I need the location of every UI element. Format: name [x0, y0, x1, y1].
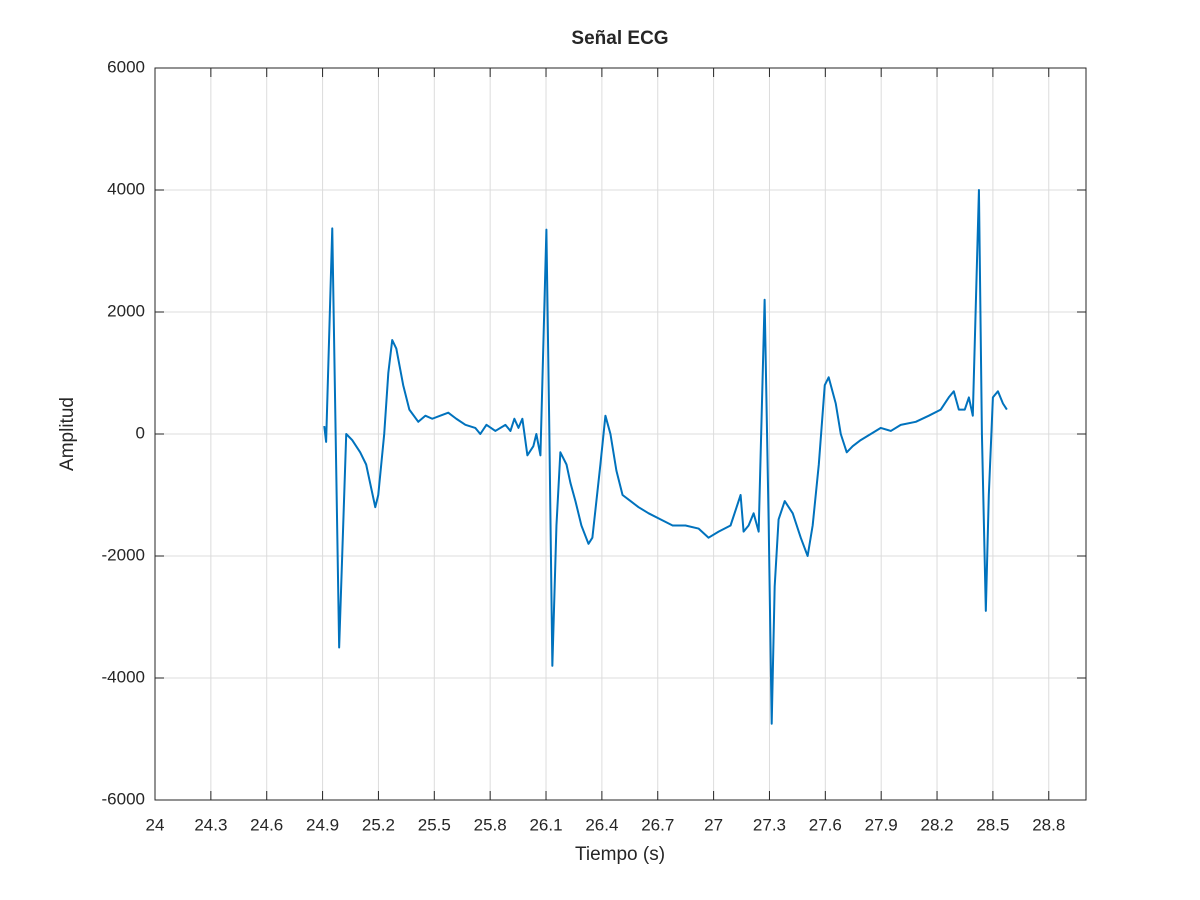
- y-tick-label: 2000: [107, 301, 145, 320]
- axes-box: [154, 67, 1087, 801]
- data-line: [323, 189, 1008, 725]
- x-tick-label: 27: [704, 815, 723, 834]
- x-tick-label: 28.5: [976, 815, 1009, 834]
- x-tick-label: 27.9: [865, 815, 898, 834]
- x-tick-label: 28.8: [1032, 815, 1065, 834]
- x-tick-label: 27.3: [753, 815, 786, 834]
- y-tick-label: 6000: [107, 57, 145, 76]
- x-tick-label: 28.2: [920, 815, 953, 834]
- y-tick-label: -6000: [102, 789, 145, 808]
- x-tick-label: 26.4: [585, 815, 618, 834]
- x-tick-label: 27.6: [809, 815, 842, 834]
- x-tick-label: 24.6: [250, 815, 283, 834]
- x-tick-label: 24.9: [306, 815, 339, 834]
- x-tick-label: 26.7: [641, 815, 674, 834]
- x-tick-label: 24: [146, 815, 165, 834]
- x-tick-label: 25.8: [474, 815, 507, 834]
- x-tick-label: 26.1: [529, 815, 562, 834]
- y-tick-label: -2000: [102, 545, 145, 564]
- chart-title: Señal ECG: [571, 28, 668, 49]
- y-tick-label: 0: [136, 423, 145, 442]
- x-tick-label: 25.2: [362, 815, 395, 834]
- x-axis-label: Tiempo (s): [575, 844, 665, 865]
- x-tick-label: 25.5: [418, 815, 451, 834]
- y-tick-label: 4000: [107, 179, 145, 198]
- y-tick-label: -4000: [102, 667, 145, 686]
- x-tick-label: 24.3: [194, 815, 227, 834]
- y-axis-label: Amplitud: [57, 397, 78, 471]
